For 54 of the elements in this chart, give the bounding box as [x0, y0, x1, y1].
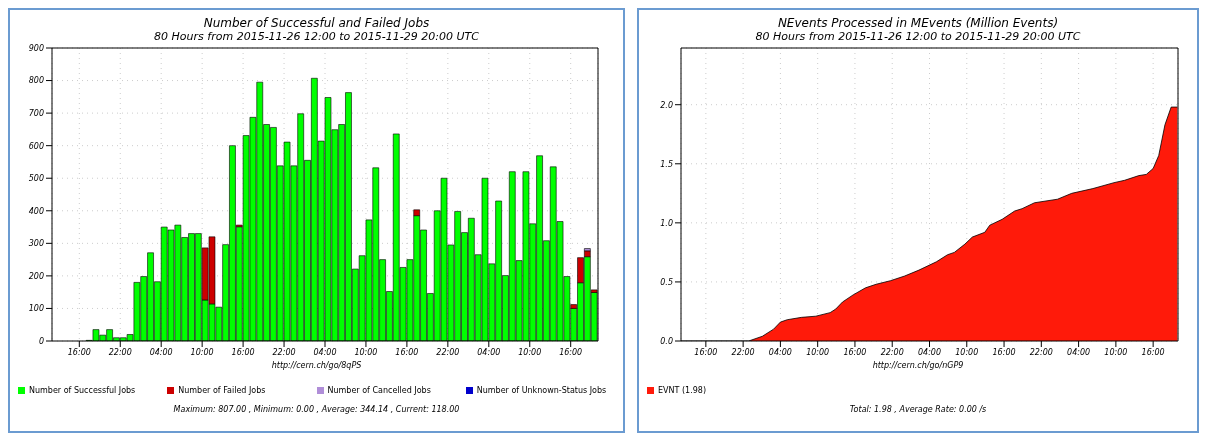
y-tick-label: 100 — [28, 304, 44, 314]
x-tick-label: 16:00 — [67, 347, 91, 357]
x-tick-label: 04:00 — [149, 347, 173, 357]
y-tick-label: 900 — [28, 43, 44, 53]
y-tick-label: 500 — [28, 174, 44, 184]
text: http://cern.ch/go/8qPS — [270, 361, 363, 370]
x-tick-label: 16:00 — [1141, 347, 1165, 357]
chart-title: NEvents Processed in MEvents (Million Events) — [776, 16, 1060, 30]
x-tick-label: 22:00 — [1029, 347, 1053, 357]
x-tick-label: 16:00 — [395, 347, 419, 357]
x-tick-label: 16:00 — [559, 347, 583, 357]
y-tick-label: 1.0 — [660, 218, 673, 228]
chart-subtitle: 80 Hours from 2015-11-26 12:00 to 2015-11-29 20:00 UTC — [754, 30, 1082, 43]
x-tick-label: 16:00 — [843, 347, 867, 357]
legend-label: EVNT (1.98) — [657, 386, 706, 395]
x-tick-label: 10:00 — [1104, 347, 1128, 357]
legend-label: Number of Cancelled Jobs — [326, 386, 432, 395]
y-tick-label: 0.0 — [660, 336, 673, 346]
y-tick-label: 400 — [28, 206, 44, 216]
y-tick-label: 800 — [28, 76, 44, 86]
x-tick-label: 10:00 — [354, 347, 378, 357]
y-tick-label: 600 — [28, 141, 44, 151]
y-tick-label: 1.5 — [660, 159, 673, 169]
x-tick-label: 10:00 — [955, 347, 979, 357]
x-tick-label: 04:00 — [313, 347, 337, 357]
x-tick-label: 22:00 — [436, 347, 460, 357]
chart-subtitle: 80 Hours from 2015-11-26 12:00 to 2015-11-29 20:00 UTC — [153, 30, 480, 43]
chart-title: Number of Successful and Failed Jobs — [202, 16, 431, 30]
text: Total: 1.98 , Average Rate: 0.00 /s — [848, 405, 988, 414]
x-tick-label: 04:00 — [1067, 347, 1091, 357]
x-tick-label: 22:00 — [731, 347, 755, 357]
x-tick-label: 16:00 — [992, 347, 1016, 357]
y-tick-label: 700 — [28, 108, 44, 118]
x-tick-label: 10:00 — [806, 347, 830, 357]
x-tick-label: 16:00 — [231, 347, 255, 357]
x-tick-label: 04:00 — [477, 347, 501, 357]
legend-label: Number of Failed Jobs — [177, 386, 267, 395]
text: http://cern.ch/go/nGP9 — [871, 361, 965, 370]
x-tick-label: 04:00 — [768, 347, 792, 357]
y-tick-label: 0.5 — [660, 277, 673, 287]
x-tick-label: 04:00 — [917, 347, 942, 357]
text: Maximum: 807.00 , Minimum: 0.00 , Average: 344.14 , Current: 118.00 — [172, 405, 461, 414]
x-tick-label: 16:00 — [694, 347, 718, 357]
y-tick-label: 2.0 — [660, 100, 673, 110]
x-tick-label: 22:00 — [272, 347, 296, 357]
y-tick-label: 200 — [28, 271, 44, 281]
legend-label: Number of Successful Jobs — [28, 386, 137, 395]
x-tick-label: 10:00 — [518, 347, 542, 357]
legend-label: Number of Unknown-Status Jobs — [475, 386, 608, 395]
y-tick-label: 0 — [38, 336, 44, 346]
x-tick-label: 10:00 — [190, 347, 214, 357]
y-tick-label: 300 — [28, 239, 44, 249]
x-tick-label: 22:00 — [108, 347, 132, 357]
x-tick-label: 22:00 — [880, 347, 904, 357]
